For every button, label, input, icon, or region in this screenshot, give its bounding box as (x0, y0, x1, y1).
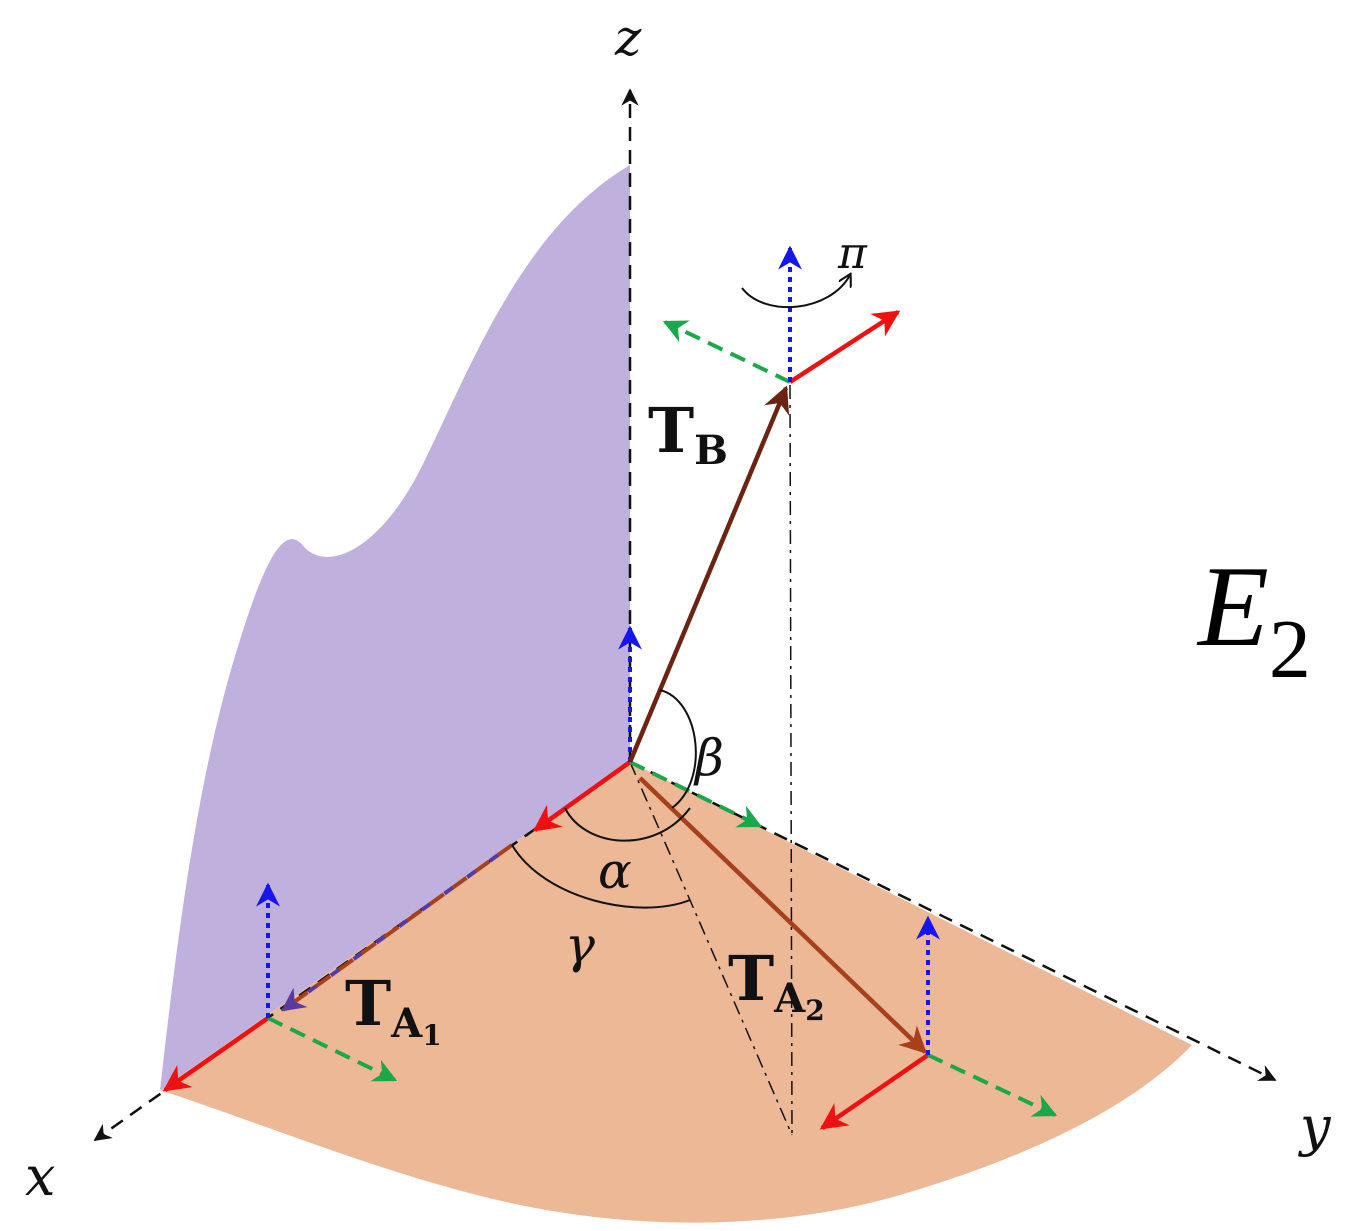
origin-red-arrow (532, 760, 632, 832)
beta-arc (659, 689, 697, 809)
wall-plane (160, 165, 630, 1090)
gamma-arc (511, 844, 691, 909)
diagram-title-main: E (1196, 543, 1269, 671)
tb-label-main: T (648, 394, 694, 467)
ta2-label-sub: A (773, 975, 806, 1022)
tb-label: TB (648, 394, 728, 474)
tb-label-sub: B (694, 427, 728, 474)
diagram-title: E2 (1196, 543, 1311, 696)
diagram-title-sub: 2 (1269, 603, 1311, 696)
gamma-label: γ (565, 916, 595, 974)
floor-plane (160, 762, 1192, 1223)
ta1-label-main: T (345, 967, 391, 1040)
x-axis-label: x (25, 1145, 55, 1208)
tb-vector (627, 385, 790, 763)
pi-rotation-arrow (741, 275, 850, 309)
tb-vertical-projection (789, 384, 793, 1136)
z-axis-label: z (614, 9, 642, 67)
tb-green-arrow (662, 320, 791, 384)
ta2-label: TA2 (728, 942, 825, 1027)
ta1-label-subsub: 1 (422, 1019, 441, 1052)
pi-label: π (837, 228, 868, 279)
ta1-label: TA1 (345, 967, 442, 1052)
alpha-label: α (598, 842, 632, 900)
ta1-red-arrow (162, 1016, 270, 1092)
ta2-label-main: T (728, 942, 774, 1015)
ta2-vector (638, 776, 927, 1054)
ta2-red-arrow (819, 1053, 930, 1130)
ta2-label-subsub: 2 (805, 994, 824, 1027)
ta1-label-sub: A (390, 1000, 423, 1047)
y-axis-label: y (1298, 1095, 1332, 1158)
beta-label: β (693, 729, 724, 787)
tb-floor-projection (629, 761, 793, 1136)
alpha-arc (564, 807, 691, 842)
ta1-vector (281, 843, 514, 1012)
tb-red-arrow (788, 310, 901, 384)
